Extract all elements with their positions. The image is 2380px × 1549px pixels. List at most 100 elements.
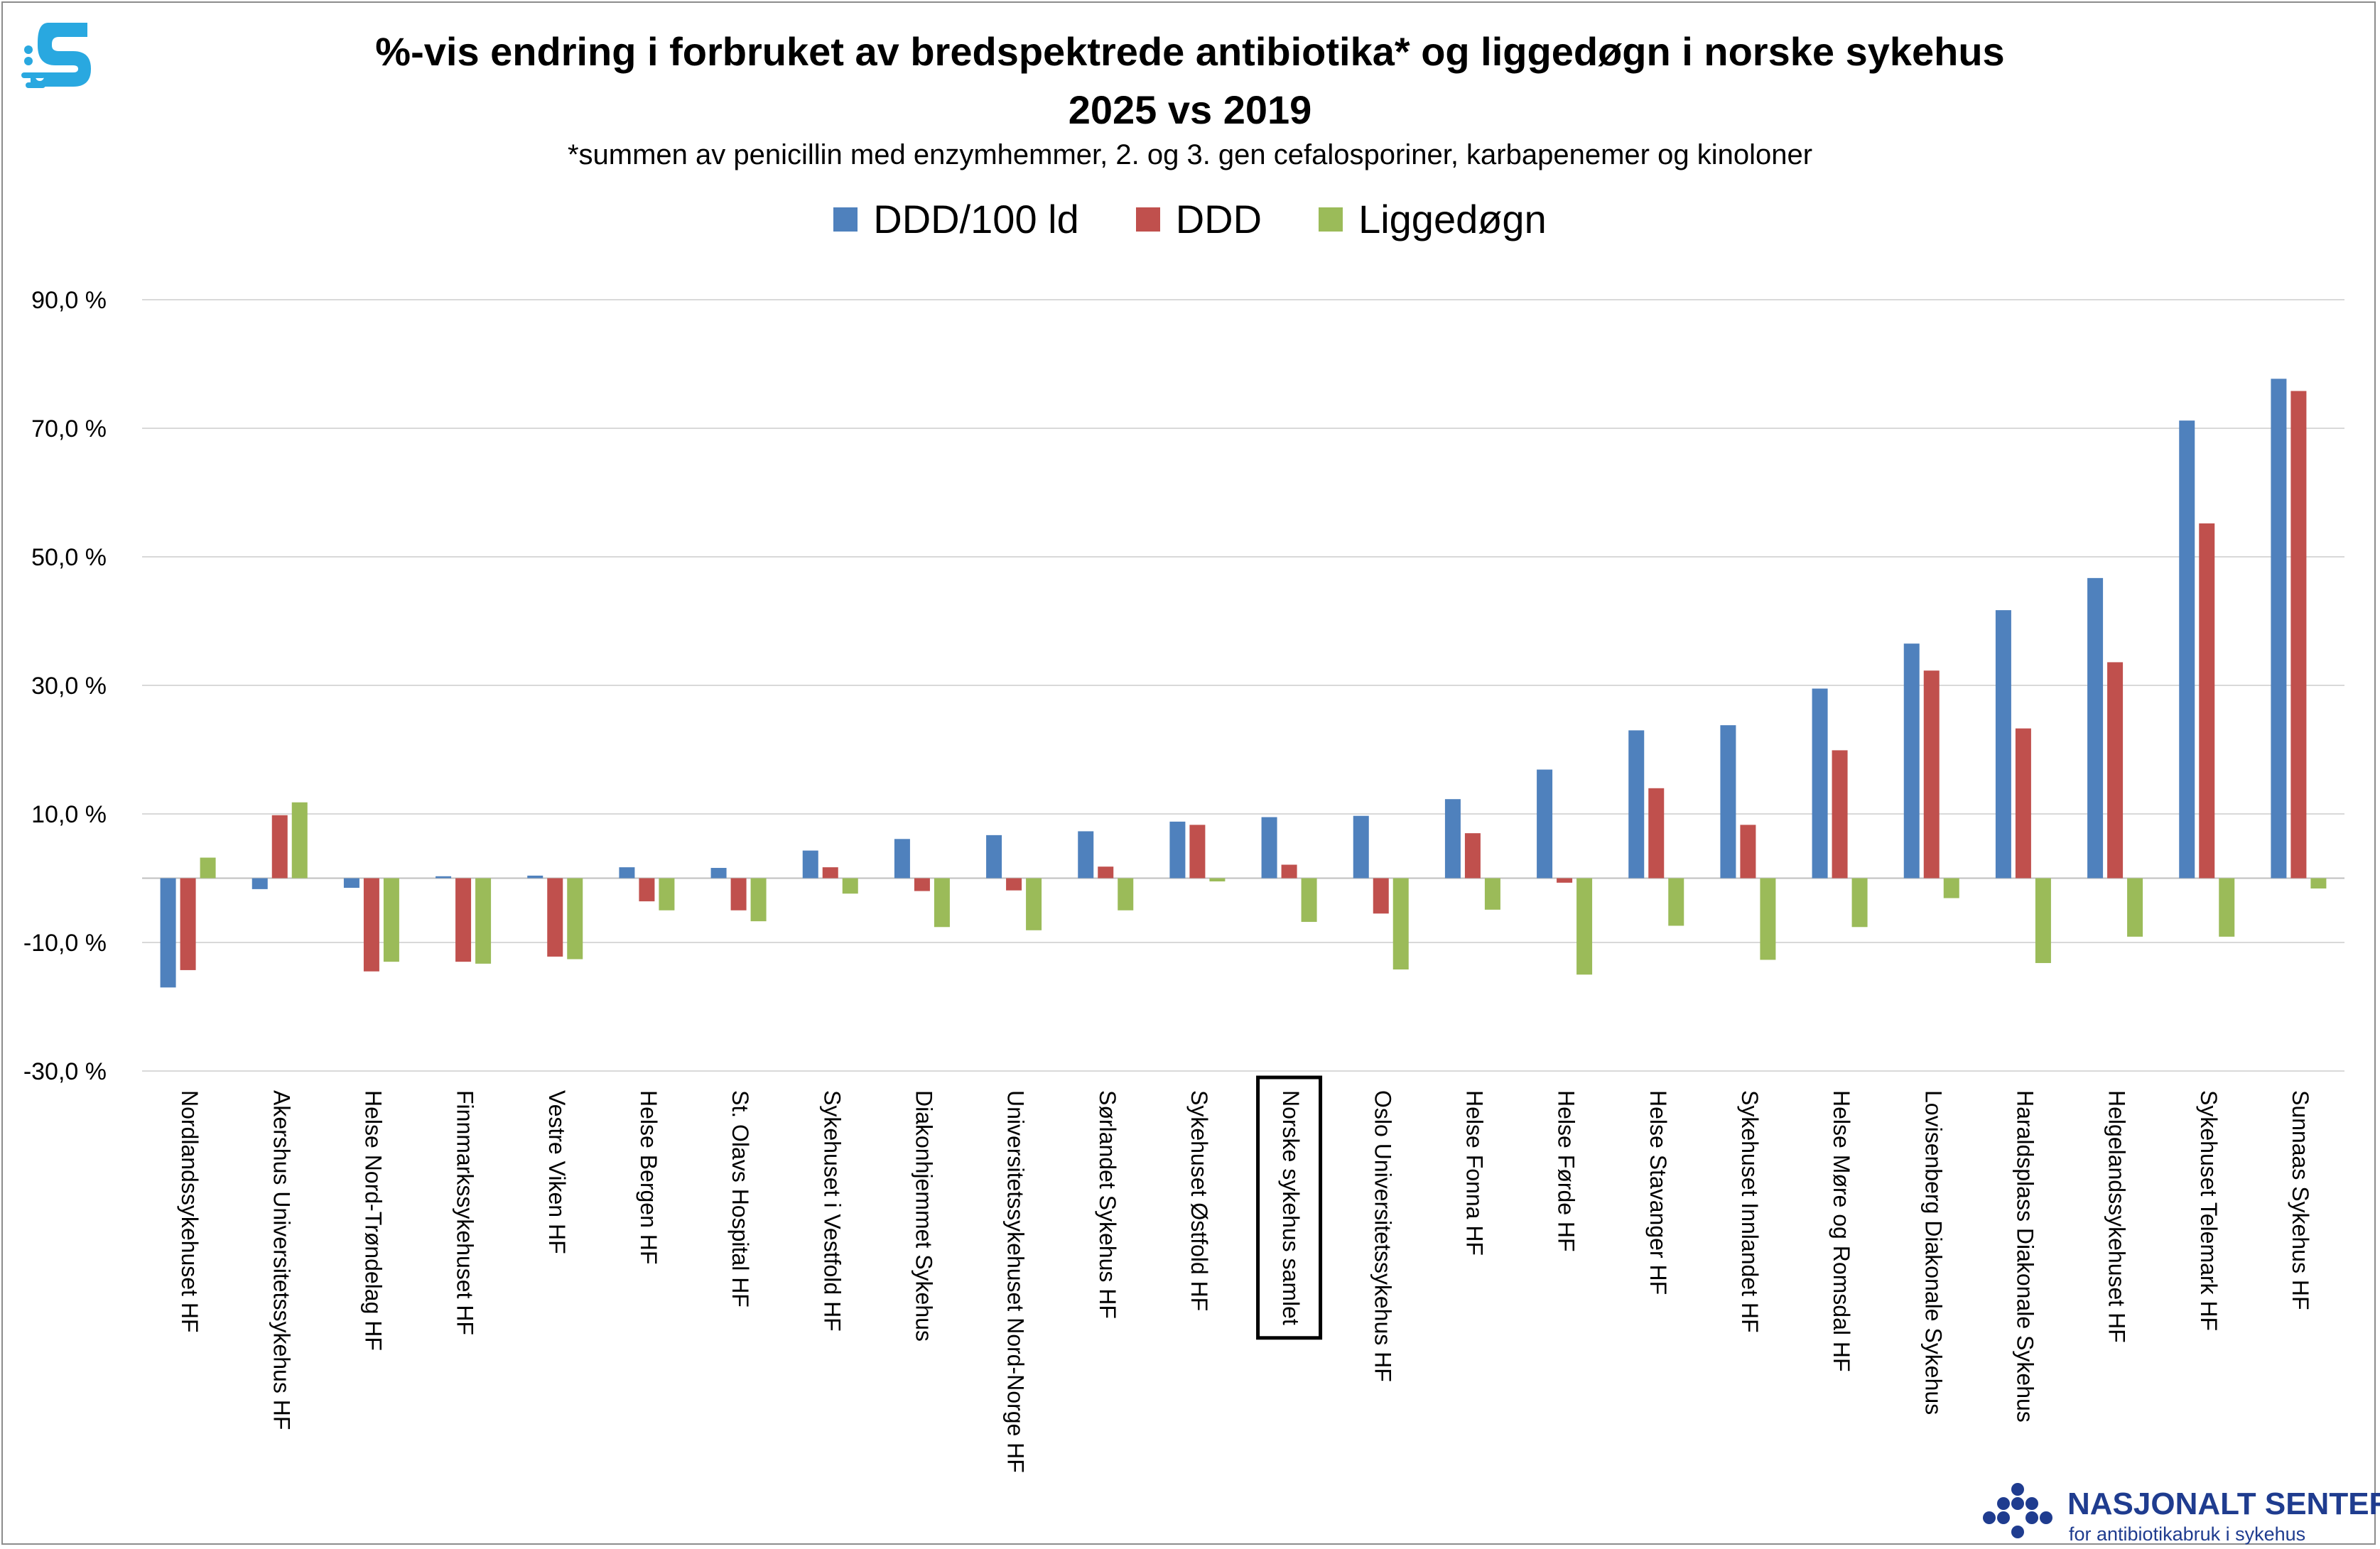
bar [1995, 610, 2011, 879]
x-tick-label: Universitetssykehuset Nord-Norge HF [1003, 1090, 1029, 1473]
bar [2179, 420, 2195, 879]
bar [1628, 730, 1645, 879]
x-tick-label: Diakonhjemmet Sykehus [911, 1090, 936, 1342]
bar [291, 802, 308, 879]
bar [2035, 878, 2051, 963]
legend-label: Liggedøgn [1358, 197, 1547, 241]
legend-label: DDD [1175, 197, 1262, 241]
bar [1353, 815, 1369, 879]
bar [1301, 878, 1317, 923]
x-tick-label: Oslo Universitetssykehus HF [1370, 1090, 1395, 1382]
bar [1006, 878, 1022, 891]
x-tick-label: Sunnaas Sykehus HF [2288, 1090, 2313, 1310]
bar [567, 878, 583, 960]
bar [1760, 878, 1776, 960]
x-tick-label: Lovisenberg Diakonale Sykehus [1920, 1090, 1946, 1415]
s-logo-icon [20, 16, 98, 94]
bar [1851, 878, 1868, 928]
x-tick-label: Helgelandssykehuset HF [2104, 1090, 2130, 1343]
bar [1444, 799, 1461, 879]
highlight-box [1256, 1075, 1323, 1340]
bar [2310, 878, 2327, 888]
bar [271, 815, 288, 879]
bar [2219, 878, 2235, 937]
bar [363, 878, 379, 972]
bar [2271, 379, 2287, 879]
bar [914, 878, 930, 891]
bar [1209, 878, 1226, 882]
x-tick-label: Vestre Viken HF [544, 1090, 570, 1254]
bar [986, 835, 1002, 879]
bar [2290, 391, 2307, 879]
bar [1484, 878, 1500, 910]
y-tick-label: -10,0 % [23, 930, 107, 957]
x-tick-label: Sykehuset Innlandet HF [1737, 1090, 1763, 1333]
y-tick-label: 30,0 % [31, 673, 107, 700]
bar [1740, 825, 1756, 879]
bar [1464, 833, 1481, 879]
bar [527, 875, 543, 879]
bar [1189, 825, 1206, 879]
x-tick-label: Helse Førde HF [1554, 1090, 1579, 1252]
x-tick-label: Norske sykehus samlet [1278, 1090, 1304, 1325]
legend-item: Liggedøgn [1319, 196, 1547, 242]
x-tick-label: St. Olavs Hospital HF [727, 1090, 753, 1308]
bar [822, 867, 838, 879]
bar [1118, 878, 1134, 911]
y-tick-label: 70,0 % [31, 415, 107, 442]
chart-subtitle: *summen av penicillin med enzymhemmer, 2… [567, 139, 1813, 170]
legend-swatch [833, 207, 858, 232]
bar [1392, 878, 1409, 970]
bar [2015, 728, 2031, 879]
bar [180, 878, 196, 970]
chart-title-line2: 2025 vs 2019 [1068, 87, 1312, 132]
bar [1648, 788, 1665, 879]
y-tick-label: 90,0 % [31, 287, 107, 314]
bar [802, 850, 818, 879]
nasjonalt-senter-logo: NASJONALT SENTER for antibiotikabruk i s… [1982, 1481, 2380, 1545]
bar [343, 878, 359, 888]
legend-swatch [1135, 207, 1160, 232]
bar [455, 878, 472, 962]
bar [710, 868, 727, 879]
x-tick-label: Helse Nord-Trøndelag HF [360, 1090, 386, 1351]
bar [1720, 725, 1736, 879]
bar [659, 878, 675, 911]
chart-title: %-vis endring i forbruket av bredspektre… [375, 29, 2005, 74]
bar [750, 878, 767, 922]
bar [547, 878, 563, 957]
logo-subtitle: for antibiotikabruk i sykehus [2069, 1523, 2306, 1545]
bar [2199, 523, 2215, 879]
bar [1668, 878, 1684, 926]
bar [2087, 577, 2104, 879]
x-tick-label: Sykehuset Østfold HF [1186, 1090, 1212, 1311]
bar [200, 857, 216, 879]
dots-cross-icon [1983, 1483, 2052, 1538]
bar [1078, 831, 1094, 879]
bar [842, 878, 858, 894]
bar [383, 878, 399, 962]
x-tick-label: Sykehuset Telemark HF [2196, 1090, 2222, 1331]
bar [1923, 670, 1940, 879]
bar [1026, 878, 1042, 930]
bar [2107, 662, 2124, 879]
logo-title: NASJONALT SENTER [2067, 1487, 2380, 1521]
bar [1557, 878, 1573, 883]
legend: DDD/100 ld DDD Liggedøgn [0, 196, 2380, 242]
legend-swatch [1319, 207, 1343, 232]
bar [1832, 750, 1848, 879]
legend-label: DDD/100 ld [873, 197, 1079, 241]
bar [251, 878, 268, 889]
bar [639, 878, 655, 902]
bar [1903, 643, 1920, 879]
bar [934, 878, 950, 928]
bar [730, 878, 747, 911]
bar [2127, 878, 2143, 937]
x-tick-label: Helse Møre og Romsdal HF [1829, 1090, 1854, 1372]
bar [619, 867, 635, 879]
bar [475, 878, 492, 964]
bar [160, 878, 176, 988]
x-tick-label: Finnmarkssykehuset HF [453, 1090, 478, 1335]
